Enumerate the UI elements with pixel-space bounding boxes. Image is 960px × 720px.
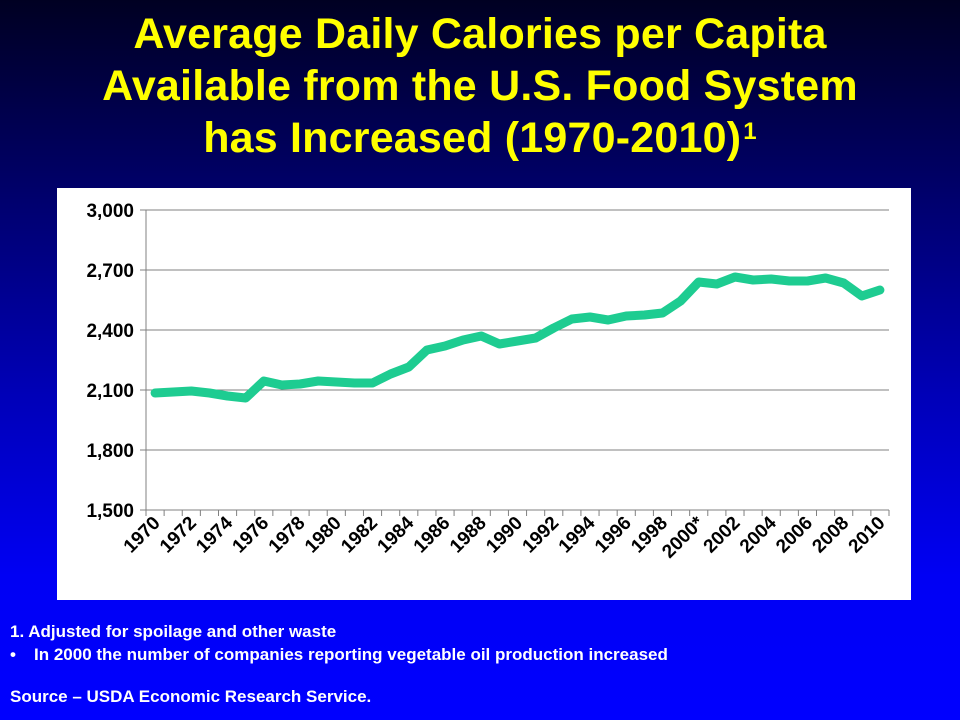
x-tick-label: 1984 [374,512,419,557]
x-tick-label: 2004 [736,512,781,557]
x-tick-label: 2000* [658,512,708,562]
footnote-1: 1. Adjusted for spoilage and other waste [10,622,337,641]
x-tick-label: 1974 [192,512,237,557]
series-line [150,272,885,403]
x-tick-label: 1980 [301,513,346,558]
x-tick-label: 1994 [555,512,600,557]
x-tick-label: 1976 [229,513,274,558]
footnotes: 1. Adjusted for spoilage and other waste… [10,620,668,666]
bullet-icon: • [10,645,16,664]
y-tick-label: 3,000 [86,201,134,222]
footnote-bullet-item: • In 2000 the number of companies reporti… [10,643,668,666]
slide-title: Average Daily Calories per Capita Availa… [0,8,960,164]
y-tick-label: 2,700 [86,261,134,282]
x-tick-label: 2002 [700,513,745,558]
x-tick-label: 1990 [482,513,527,558]
line-chart: 1,5001,8002,1002,4002,7003,0001970197219… [86,201,890,563]
title-line-1: Average Daily Calories per Capita [133,10,827,58]
x-tick-label: 2010 [845,513,890,558]
x-tick-label: 1982 [337,513,382,558]
title-line-3-text: has Increased (1970-2010) [203,114,742,162]
title-line-2: Available from the U.S. Food System [102,62,858,110]
x-tick-label: 1978 [265,513,310,558]
title-line-3: has Increased (1970-2010)1 [0,112,960,164]
y-tick-label: 1,500 [86,501,134,522]
footnote-bullet-text: In 2000 the number of companies reportin… [34,645,668,664]
y-tick-label: 2,400 [86,321,134,342]
x-tick-label: 2006 [772,513,817,558]
y-tick-label: 1,800 [86,441,134,462]
x-tick-label: 1988 [446,513,491,558]
x-tick-label: 1986 [410,513,455,558]
x-tick-label: 2008 [808,513,853,558]
title-footnote-marker: 1 [743,118,757,145]
x-tick-label: 1992 [519,513,564,558]
x-tick-label: 1972 [156,513,201,558]
chart-panel: 1,500 1,800 2,100 2,400 2,700 3,000 1970 1972 19… [57,188,911,600]
source-citation: Source – USDA Economic Research Service. [10,687,372,706]
x-tick-label: 1996 [591,513,636,558]
y-tick-label: 2,100 [86,381,134,402]
